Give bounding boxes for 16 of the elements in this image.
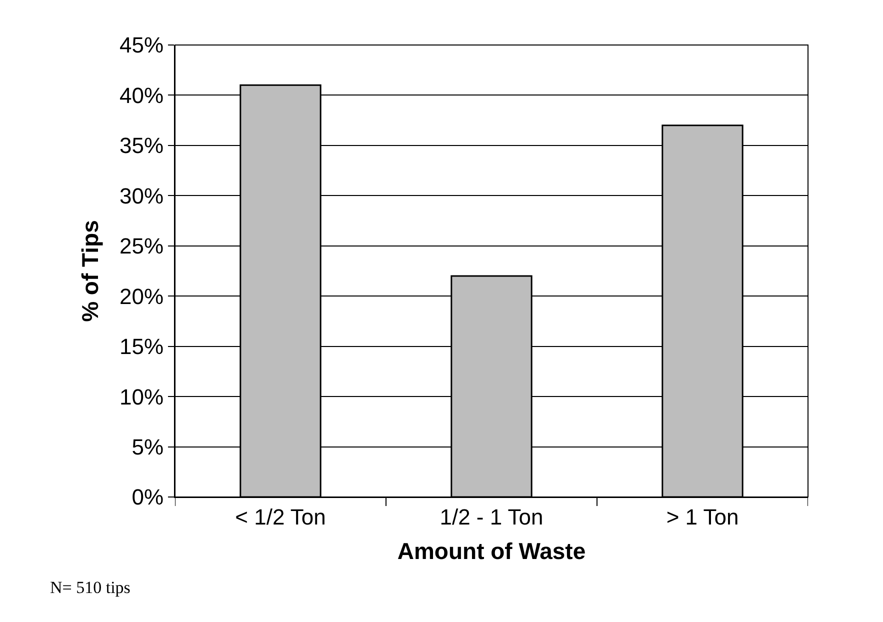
y-tick-label: 35%	[120, 133, 164, 158]
y-tick-label: 5%	[132, 434, 164, 460]
x-tick-label: < 1/2 Ton	[235, 504, 326, 530]
y-tick-label: 30%	[120, 183, 164, 208]
y-tick-label: 40%	[120, 82, 164, 108]
y-tick-label: 45%	[120, 32, 164, 58]
x-tick-label: > 1 Ton	[666, 504, 739, 530]
text: N= 510 tips	[50, 578, 130, 597]
y-tick-label: 0%	[132, 484, 164, 510]
y-tick-label: 20%	[120, 284, 164, 309]
y-tick-label: 25%	[120, 234, 164, 259]
y-tick-label: 10%	[120, 384, 164, 410]
y-tick-label: 15%	[120, 334, 164, 360]
y-axis-title: % of Tips	[77, 220, 104, 322]
x-tick-label: 1/2 - 1 Ton	[440, 504, 544, 530]
x-axis-title: Amount of Waste	[397, 538, 586, 564]
